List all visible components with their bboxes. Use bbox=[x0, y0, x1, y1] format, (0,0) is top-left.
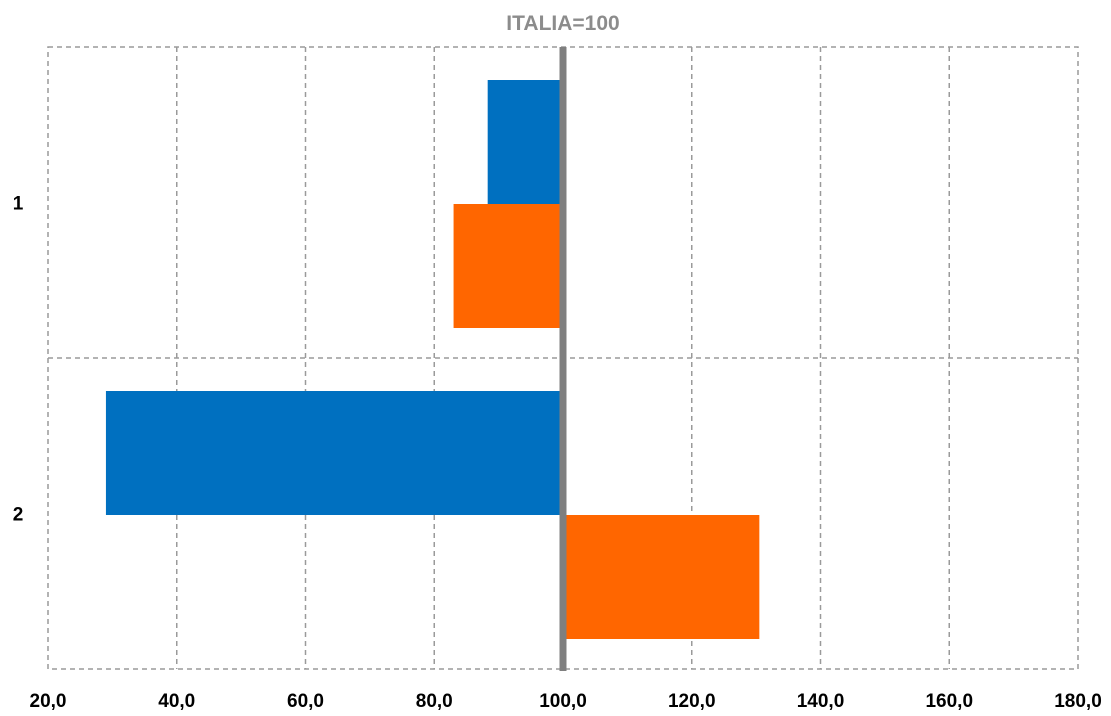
x-tick-label: 100,0 bbox=[539, 691, 587, 712]
reference-line-label: ITALIA=100 bbox=[506, 12, 619, 35]
category-label: 2 bbox=[13, 505, 24, 526]
bars bbox=[105, 80, 760, 639]
category-labels: 12 bbox=[13, 194, 24, 526]
x-tick-label: 160,0 bbox=[925, 691, 973, 712]
bar-cat-2-series-2 bbox=[563, 515, 760, 639]
bar-cat-1-series-2 bbox=[453, 204, 563, 328]
x-axis-tick-labels: 20,0 40,0 60,0 80,0 100,0 120,0 140,0 160,0 180,… bbox=[30, 691, 1102, 712]
x-tick-label: 80,0 bbox=[416, 691, 453, 712]
bar-cat-1-series-1 bbox=[487, 80, 563, 204]
x-tick-label: 60,0 bbox=[287, 691, 324, 712]
x-tick-label: 120,0 bbox=[668, 691, 716, 712]
x-tick-label: 180,0 bbox=[1054, 691, 1102, 712]
bar-cat-2-series-1 bbox=[105, 391, 563, 515]
x-tick-label: 40,0 bbox=[158, 691, 195, 712]
x-tick-label: 140,0 bbox=[797, 691, 845, 712]
category-label: 1 bbox=[13, 194, 24, 215]
x-tick-label: 20,0 bbox=[30, 691, 67, 712]
